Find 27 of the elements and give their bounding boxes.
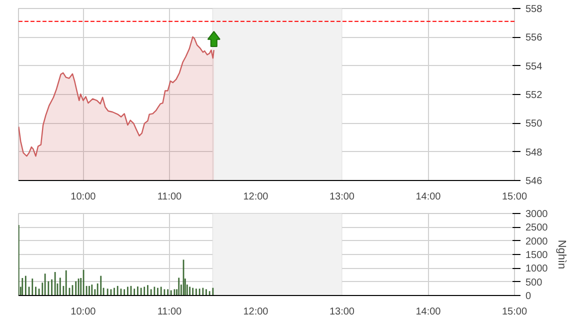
y-tick-label: 1000	[526, 264, 548, 275]
y-axis-title: Nghìn	[556, 240, 568, 270]
y-tick-label: 546	[526, 176, 543, 187]
y-tick-label: 556	[526, 32, 543, 44]
y-tick-label: 552	[526, 90, 543, 101]
y-tick-label: 550	[526, 118, 543, 130]
y-tick-label: 3000	[526, 209, 548, 220]
x-tick-label: 15:00	[502, 192, 528, 202]
y-tick-label: 558	[526, 4, 543, 15]
y-tick-label: 1500	[526, 250, 548, 261]
y-tick-label: 2000	[526, 236, 548, 248]
x-tick-label: 13:00	[329, 192, 355, 202]
x-tick-label: 13:00	[329, 306, 355, 318]
x-tick-label: 14:00	[416, 192, 442, 202]
x-tick-label: 11:00	[157, 192, 182, 202]
x-tick-label: 10:00	[70, 192, 96, 202]
x-tick-label: 10:00	[70, 306, 96, 318]
y-tick-label: 548	[526, 147, 543, 158]
y-tick-label: 2500	[526, 222, 548, 234]
y-tick-label: 0	[526, 291, 532, 302]
x-tick-label: 11:00	[157, 306, 182, 318]
y-tick-label: 500	[526, 277, 543, 288]
x-tick-label: 15:00	[502, 306, 528, 318]
x-tick-label: 14:00	[416, 306, 442, 318]
y-tick-label: 554	[526, 61, 543, 72]
x-tick-label: 12:00	[243, 192, 269, 202]
x-tick-label: 12:00	[243, 306, 269, 318]
